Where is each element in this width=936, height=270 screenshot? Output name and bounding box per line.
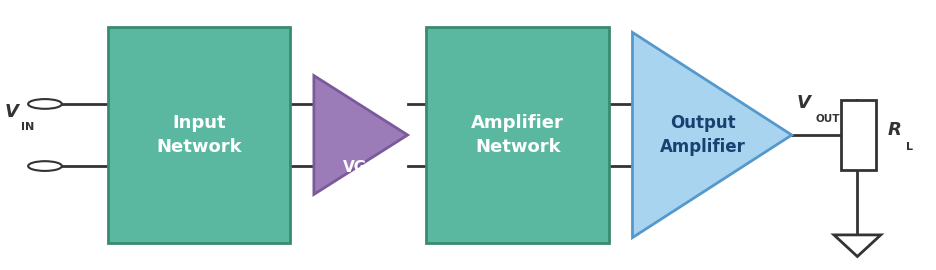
Polygon shape — [632, 32, 791, 238]
Text: Output
Amplifier: Output Amplifier — [659, 114, 745, 156]
Text: V: V — [796, 94, 810, 112]
Bar — [426, 27, 608, 243]
Text: Input
Network: Input Network — [156, 113, 241, 157]
Circle shape — [28, 99, 62, 109]
Polygon shape — [314, 76, 407, 194]
Text: V: V — [5, 103, 19, 121]
Text: R: R — [886, 121, 900, 139]
Text: OUT: OUT — [814, 114, 839, 124]
Bar — [108, 27, 290, 243]
Polygon shape — [833, 235, 880, 256]
Text: VGA: VGA — [343, 160, 378, 175]
Bar — [841, 100, 875, 170]
Circle shape — [28, 161, 62, 171]
Text: Amplifier
Network: Amplifier Network — [471, 113, 563, 157]
Text: L: L — [905, 142, 912, 152]
Text: IN: IN — [21, 122, 34, 132]
